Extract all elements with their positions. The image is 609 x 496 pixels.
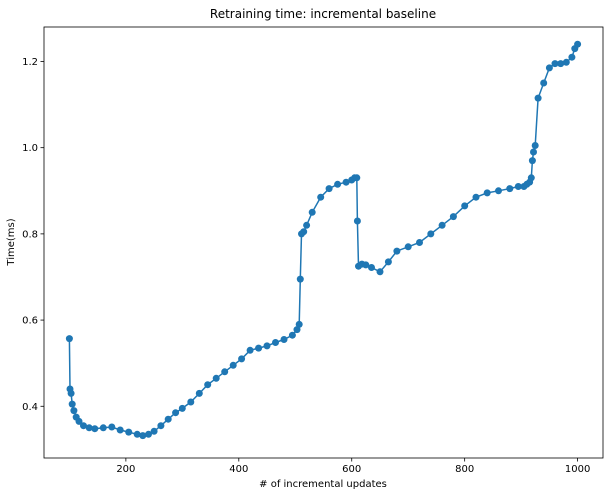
data-point <box>562 58 570 66</box>
x-tick-label: 400 <box>229 464 248 475</box>
data-point <box>99 424 107 432</box>
data-point <box>362 261 370 269</box>
data-point <box>125 428 133 436</box>
data-point <box>528 157 536 165</box>
data-point <box>116 426 124 434</box>
data-point <box>65 335 73 343</box>
data-point <box>376 268 384 276</box>
data-point <box>506 185 514 193</box>
data-point <box>133 430 141 438</box>
y-axis-label: Time(ms) <box>6 218 17 266</box>
data-point <box>334 180 342 188</box>
chart-title: Retraining time: incremental baseline <box>210 7 436 21</box>
data-point <box>295 320 303 328</box>
data-point <box>438 221 446 229</box>
data-point <box>91 425 99 433</box>
data-point <box>195 389 203 397</box>
data-point <box>472 193 480 201</box>
data-point <box>80 422 87 430</box>
data-point <box>551 60 559 68</box>
data-point <box>574 40 582 48</box>
data-point <box>483 189 491 197</box>
data-point <box>263 342 271 350</box>
data-point <box>85 424 93 432</box>
data-point <box>353 174 361 182</box>
data-point <box>70 407 78 415</box>
data-point <box>157 422 165 430</box>
data-point <box>514 183 522 190</box>
data-point <box>530 148 537 156</box>
data-point <box>145 430 152 438</box>
data-point <box>280 336 288 343</box>
data-point <box>353 217 361 225</box>
data-point <box>300 228 308 236</box>
data-point <box>342 178 350 186</box>
data-point <box>449 213 457 221</box>
data-point <box>246 346 254 354</box>
data-point <box>404 243 412 251</box>
data-point <box>545 64 553 72</box>
data-point <box>67 389 75 397</box>
data-point <box>288 331 296 339</box>
x-tick-label: 200 <box>116 464 135 475</box>
x-tick-label: 1000 <box>565 464 590 475</box>
data-point <box>303 221 311 229</box>
data-point <box>272 339 279 346</box>
data-point <box>164 415 172 423</box>
data-point <box>531 142 539 149</box>
data-point <box>68 400 76 408</box>
axes-frame <box>43 26 604 459</box>
data-point <box>172 409 180 417</box>
data-point <box>178 404 186 412</box>
data-point <box>527 174 535 182</box>
data-point <box>221 368 229 376</box>
y-tick-label: 1.2 <box>22 57 38 68</box>
data-point <box>427 230 435 238</box>
y-tick-label: 0.6 <box>22 316 38 327</box>
x-axis-label: # of incremental updates <box>259 479 387 490</box>
data-point <box>229 361 237 369</box>
data-point <box>255 344 263 352</box>
data-point <box>461 202 469 210</box>
data-point <box>75 417 83 425</box>
data-point <box>495 187 502 195</box>
data-point <box>308 208 316 216</box>
data-point <box>325 185 333 193</box>
x-tick-label: 600 <box>342 464 361 475</box>
data-point <box>238 355 246 363</box>
data-point <box>368 264 375 271</box>
data-point <box>212 374 220 382</box>
data-point <box>187 398 195 406</box>
data-point <box>384 258 392 266</box>
data-point <box>108 423 116 431</box>
ticks: 200 400 600 800 1000 0.4 0.6 0.8 1.0 1.2 <box>22 57 590 475</box>
data-point <box>393 247 401 255</box>
data-point <box>568 53 576 61</box>
y-tick-label: 1.0 <box>22 143 38 154</box>
data-point <box>317 193 325 201</box>
data-point <box>557 60 565 68</box>
y-tick-label: 0.4 <box>22 402 38 413</box>
data-point <box>204 381 212 389</box>
data-point <box>296 275 304 283</box>
y-tick-label: 0.8 <box>22 229 38 240</box>
data-point <box>416 239 423 246</box>
data-point <box>150 427 158 435</box>
data-point <box>534 94 542 102</box>
plot-area <box>65 40 582 440</box>
data-point <box>139 432 147 440</box>
data-point <box>540 79 548 87</box>
x-tick-label: 800 <box>455 464 474 475</box>
